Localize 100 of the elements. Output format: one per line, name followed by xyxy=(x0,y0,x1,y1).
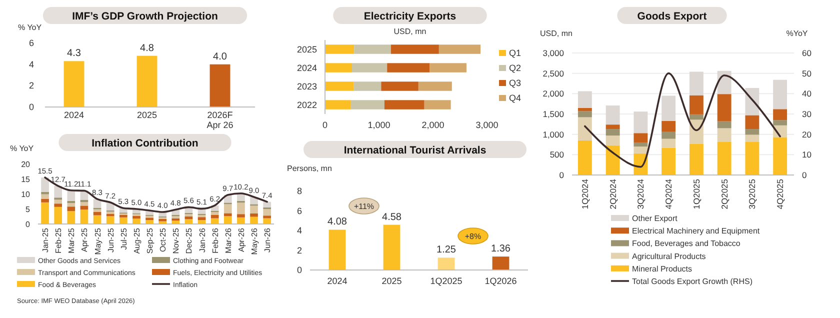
bar xyxy=(132,218,140,224)
bar xyxy=(578,108,592,112)
y-tick-label: 6 xyxy=(296,206,302,216)
y-tick-label: 2 xyxy=(296,245,302,256)
y2-tick-label: 60 xyxy=(802,48,812,58)
legend-label: Other Export xyxy=(632,214,678,223)
data-label: 4.3 xyxy=(67,48,82,60)
bar xyxy=(146,220,154,224)
x-tick-label: 3,000 xyxy=(476,120,498,130)
bar xyxy=(136,56,158,107)
bar xyxy=(67,211,76,224)
x-tick-label: Jan-25 xyxy=(41,227,50,252)
bar xyxy=(717,94,732,122)
y-tick-label: 0 xyxy=(296,265,302,275)
x-tick-label: 2025 xyxy=(382,276,402,286)
bar xyxy=(438,258,455,270)
bar xyxy=(132,216,140,219)
x-tick-label: 1,000 xyxy=(368,120,390,130)
y-tick-label: 2,500 xyxy=(542,68,564,78)
bar xyxy=(263,202,271,208)
legend-label: Q1 xyxy=(509,48,522,58)
bar xyxy=(634,133,648,142)
x-tick-label: 1Q2025 xyxy=(430,276,462,286)
y-tick-label: 4 xyxy=(28,59,34,70)
legend-label: Q3 xyxy=(509,78,522,88)
bar xyxy=(64,61,84,107)
data-label: 4.08 xyxy=(328,216,348,228)
bar xyxy=(662,138,676,148)
bar xyxy=(689,144,704,175)
bar xyxy=(662,96,676,121)
bar xyxy=(717,121,732,128)
legend-label: Electrical Machinery and Equipment xyxy=(632,226,760,236)
x-tick-label: Mar-26 xyxy=(224,227,233,254)
bar xyxy=(224,213,232,216)
bar xyxy=(578,91,592,108)
x-tick-label: 2024 xyxy=(64,110,84,120)
y-tick-label: 2023 xyxy=(296,81,317,92)
bar xyxy=(606,124,620,130)
x-tick-label: Feb-26 xyxy=(210,227,220,254)
y2-tick-label: 30 xyxy=(802,109,812,119)
bar xyxy=(492,256,510,270)
bar xyxy=(237,214,245,218)
bar xyxy=(689,95,704,114)
legend-label: Agricultural Products xyxy=(632,252,706,261)
x-tick-label: 3Q2025 xyxy=(747,178,758,210)
y-tick-label: 500 xyxy=(550,150,564,160)
legend-label: Mineral Products xyxy=(632,264,692,274)
bar xyxy=(773,109,788,120)
bar xyxy=(773,137,788,175)
bar xyxy=(578,140,592,175)
y-tick-label: 20 xyxy=(21,160,31,169)
x-tick-label: 2026F Apr 26 xyxy=(206,110,234,130)
bar xyxy=(54,200,62,204)
bar xyxy=(424,100,451,110)
legend-label: Food, Beverages and Tobacco xyxy=(632,239,741,248)
bar xyxy=(578,111,592,118)
x-tick-label: 2Q2025 xyxy=(719,178,730,210)
bar xyxy=(328,230,346,270)
y-tick-label: 4 xyxy=(296,226,302,236)
bar xyxy=(662,148,676,175)
y-tick-label: 3,000 xyxy=(542,48,564,58)
x-tick-label: Aug-25 xyxy=(132,227,142,254)
y-tick-label: 10 xyxy=(21,190,31,199)
x-tick-label: 1Q2024 xyxy=(580,178,590,210)
bar xyxy=(67,190,76,201)
y-axis-title: USD, mn xyxy=(540,29,572,38)
y-tick-label: 0 xyxy=(559,170,564,180)
bar xyxy=(354,82,382,91)
x-tick-label: Mar-25 xyxy=(67,227,76,254)
x-tick-label: May-26 xyxy=(250,227,260,255)
line-series xyxy=(584,72,781,168)
bar xyxy=(237,217,245,224)
chart-title: International Tourist Arrivals xyxy=(344,144,486,156)
bar xyxy=(387,63,430,72)
y-axis-title: Persons, mn xyxy=(287,164,332,173)
bar xyxy=(325,63,352,72)
bar xyxy=(606,129,620,136)
y-tick-label: 2022 xyxy=(296,100,317,110)
bar xyxy=(634,146,648,154)
bar xyxy=(54,186,62,198)
x-tick-label: Jul-25 xyxy=(119,227,128,250)
bar xyxy=(325,44,354,54)
bar xyxy=(634,142,648,147)
bar xyxy=(263,209,271,216)
y-axis-title: % YoY xyxy=(18,23,42,32)
chart-title: Inflation Contribution xyxy=(92,138,198,150)
x-tick-label: Oct-25 xyxy=(158,227,168,252)
y-tick-label: 8 xyxy=(296,186,302,196)
data-label: 1.25 xyxy=(436,244,456,256)
bar xyxy=(745,142,760,175)
bar xyxy=(119,217,128,224)
bar xyxy=(578,117,592,140)
x-tick-label: 4Q2025 xyxy=(775,178,786,210)
x-tick-label: 3Q2024 xyxy=(636,178,646,210)
data-label: 4.58 xyxy=(382,212,402,223)
chart-title: Electricity Exports xyxy=(364,10,456,22)
bar xyxy=(184,219,193,224)
chart-subtitle: USD, mn xyxy=(394,27,426,36)
x-tick-label: 1Q2025 xyxy=(691,178,702,210)
bar xyxy=(390,44,439,54)
